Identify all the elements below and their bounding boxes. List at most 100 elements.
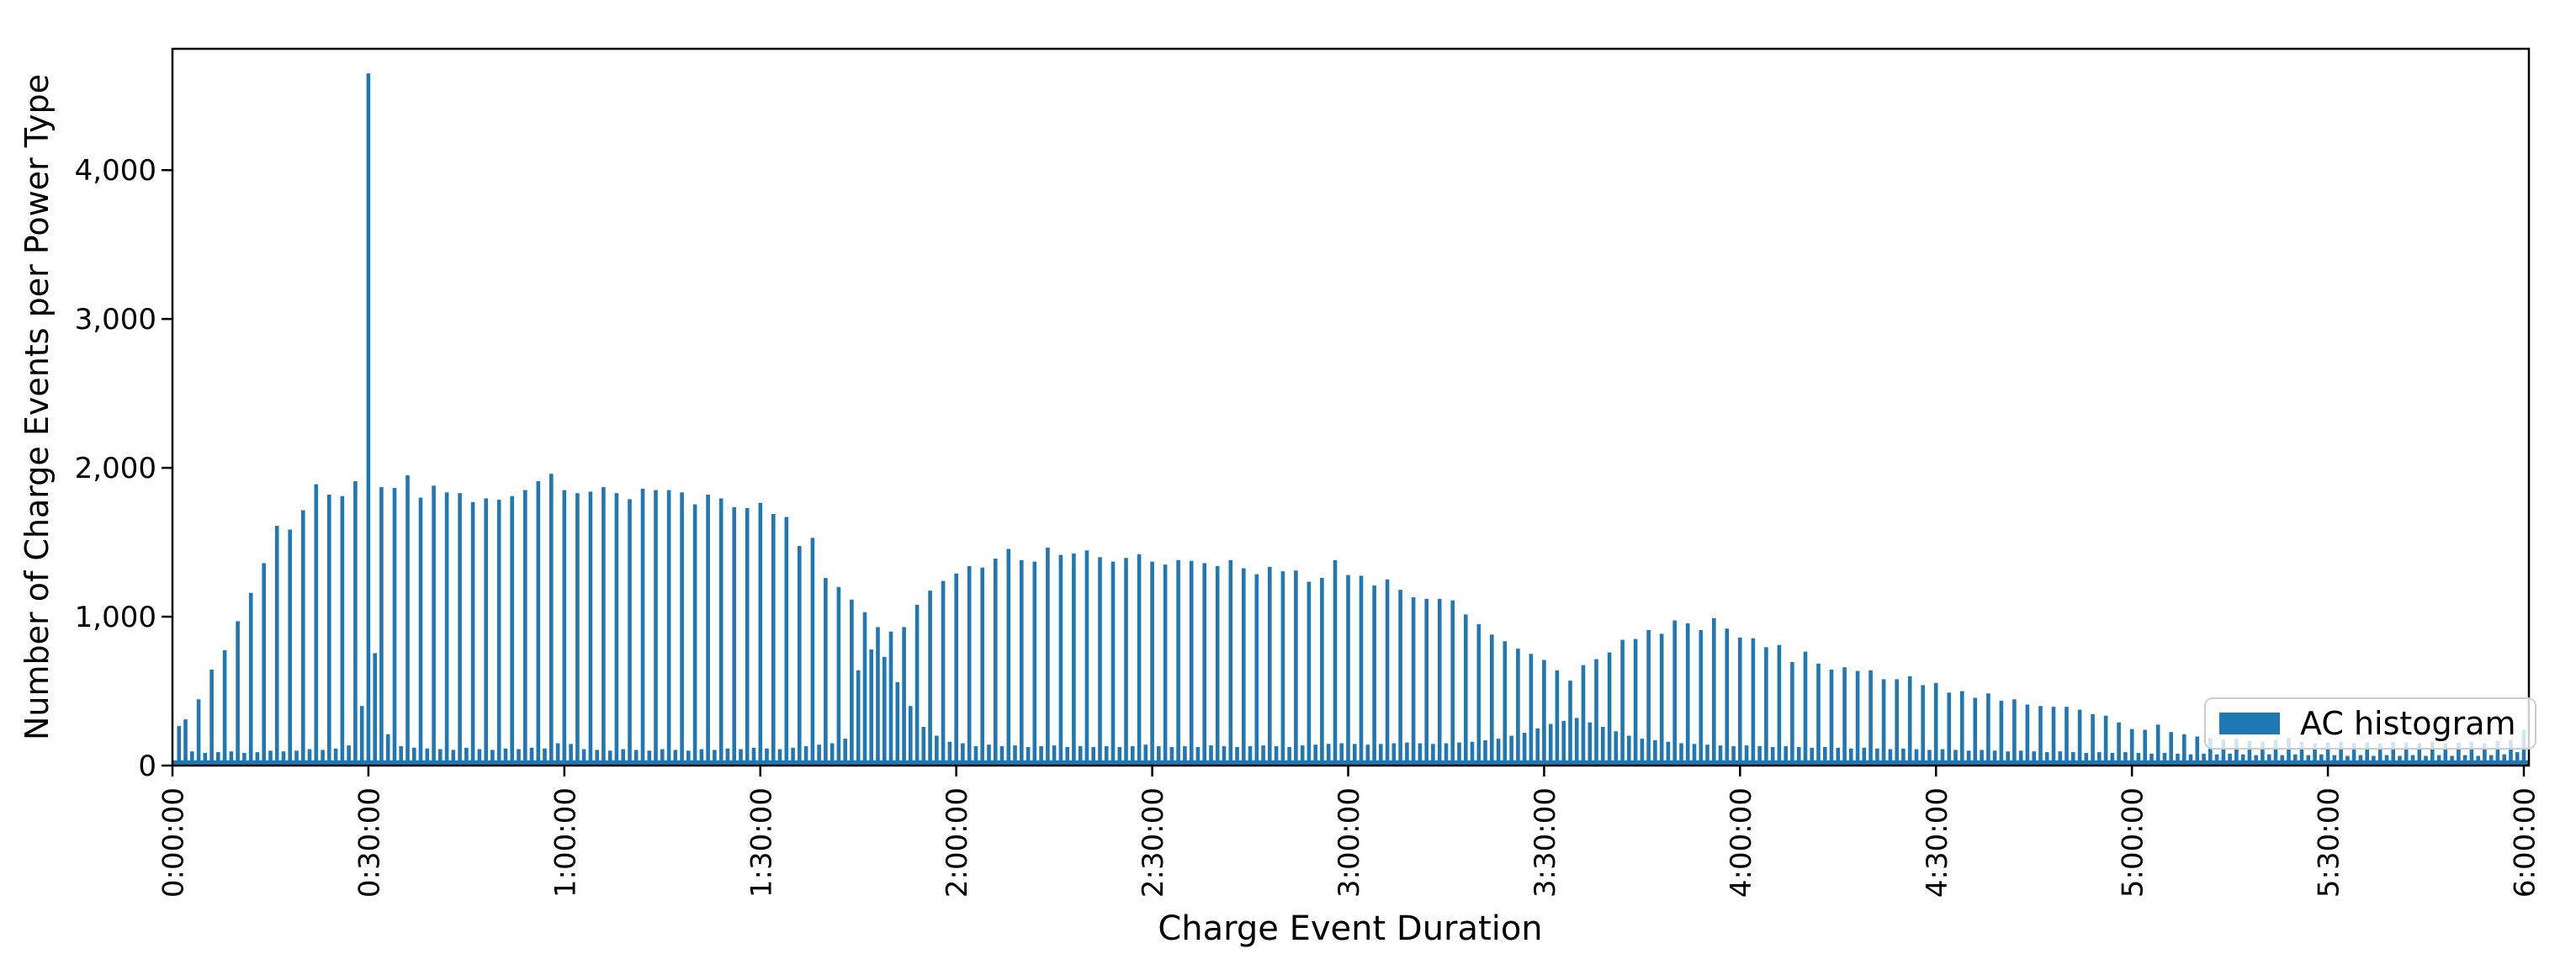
histogram-bar <box>973 746 978 766</box>
histogram-bar <box>2169 732 2173 766</box>
histogram-bar <box>2436 755 2441 766</box>
histogram-bar <box>1574 718 1579 766</box>
histogram-bar <box>1209 745 1213 766</box>
histogram-bar <box>2129 729 2134 766</box>
histogram-bar <box>1633 639 1638 766</box>
histogram-bar <box>2351 743 2356 766</box>
histogram-bar <box>347 745 351 766</box>
histogram-bar <box>2410 755 2415 766</box>
histogram-bar <box>2391 741 2395 766</box>
histogram-bar <box>1110 561 1116 766</box>
histogram-bar <box>196 699 201 766</box>
histogram-bar <box>2372 755 2376 766</box>
histogram-bar <box>2247 740 2252 766</box>
histogram-bar <box>1026 746 1031 766</box>
y-tick-label: 0 <box>138 750 156 783</box>
histogram-bar <box>1829 669 1834 766</box>
histogram-bar <box>1450 600 1455 766</box>
x-tick-label: 3:30:00 <box>1529 787 1562 898</box>
y-tick-label: 2,000 <box>75 452 156 485</box>
y-tick-label: 1,000 <box>75 601 156 634</box>
histogram-bar <box>1921 685 1925 766</box>
legend-label: AC histogram <box>2300 705 2516 742</box>
histogram-bar <box>1784 746 1788 766</box>
histogram-bar <box>941 580 946 766</box>
histogram-bar <box>1868 670 1873 766</box>
histogram-bar <box>2273 739 2278 766</box>
histogram-bar <box>464 747 469 766</box>
histogram-bar <box>2071 752 2075 766</box>
histogram-bar <box>2450 755 2454 766</box>
histogram-bar <box>229 751 234 766</box>
histogram-bar <box>1796 746 1801 766</box>
histogram-bar <box>274 526 279 766</box>
histogram-bar <box>1039 746 1043 766</box>
histogram-bar <box>2404 742 2409 766</box>
x-tick-label: 1:00:00 <box>549 787 582 898</box>
x-tick-label: 1:30:00 <box>745 787 778 898</box>
histogram-bar <box>1280 571 1285 766</box>
histogram-bar <box>1953 750 1958 766</box>
histogram-bar <box>1424 598 1428 766</box>
histogram-bar <box>294 750 299 766</box>
histogram-bar <box>248 592 253 766</box>
histogram-bar <box>961 743 965 766</box>
histogram-bar <box>1790 662 1794 766</box>
histogram-bar <box>255 752 260 766</box>
histogram-bar <box>836 586 841 766</box>
histogram-bar <box>1496 739 1501 766</box>
histogram-bar <box>1751 638 1756 766</box>
histogram-bar <box>640 488 645 766</box>
histogram-bar <box>2091 714 2095 766</box>
histogram-bar <box>1020 559 1024 766</box>
histogram-bar <box>2489 755 2494 766</box>
histogram-bar <box>2313 743 2317 766</box>
histogram-bar <box>791 747 795 766</box>
histogram-bar <box>549 474 554 766</box>
histogram-bar <box>817 745 821 766</box>
histogram-bar <box>183 719 188 766</box>
histogram-bar <box>1764 647 1768 766</box>
x-tick-label: 5:30:00 <box>2313 787 2346 898</box>
histogram-bar <box>1940 749 1945 766</box>
histogram-bar <box>718 498 724 766</box>
histogram-bar <box>2012 699 2017 766</box>
histogram-bar <box>432 485 436 766</box>
x-tick-label: 4:30:00 <box>1921 787 1954 898</box>
histogram-bar <box>614 493 619 766</box>
histogram-bar <box>477 749 482 766</box>
legend-swatch-ac <box>2219 713 2280 734</box>
histogram-bar <box>1679 743 1683 766</box>
histogram-bar <box>647 750 652 766</box>
histogram-bar <box>745 507 750 766</box>
histogram-bar <box>2509 739 2513 766</box>
histogram-bar <box>2261 741 2265 766</box>
histogram-bar <box>1907 676 1912 766</box>
histogram-bar <box>2188 754 2193 766</box>
histogram-bar <box>1718 745 1723 766</box>
histogram-bar <box>1594 659 1598 766</box>
y-axis-label-text: Number of Charge Events per Power Type <box>19 73 56 741</box>
histogram-bar <box>2117 722 2121 766</box>
histogram-bar <box>314 484 319 766</box>
histogram-bar <box>1803 651 1808 766</box>
histogram-bar <box>1777 644 1782 766</box>
histogram-bar <box>2110 753 2115 766</box>
x-tick-label: 5:00:00 <box>2117 787 2150 898</box>
histogram-bar <box>1522 733 1527 766</box>
histogram-bar <box>222 649 227 766</box>
histogram-bar <box>862 612 867 766</box>
histogram-bar <box>1444 743 1449 766</box>
histogram-bar <box>1065 746 1069 766</box>
histogram-bar <box>1104 746 1109 766</box>
histogram-bar <box>236 621 240 766</box>
histogram-bar <box>602 487 606 766</box>
histogram-bar <box>1620 639 1625 766</box>
legend: AC histogram <box>2204 697 2536 750</box>
histogram-bar <box>1986 693 1990 766</box>
histogram-bar <box>1901 748 1905 766</box>
histogram-bar <box>2228 753 2232 766</box>
x-axis-label-text: Charge Event Duration <box>1158 909 1543 948</box>
histogram-bar <box>2515 752 2520 766</box>
histogram-bar <box>699 749 704 766</box>
